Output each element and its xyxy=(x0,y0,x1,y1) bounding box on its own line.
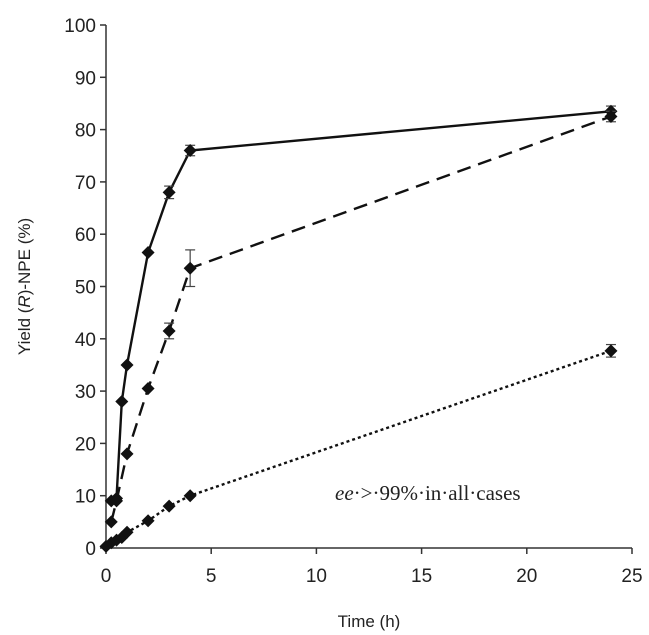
data-point xyxy=(162,185,176,199)
data-point xyxy=(104,515,118,529)
y-axis-title-part1: Yield ( xyxy=(15,307,34,355)
y-axis-title: Yield (R)-NPE (%) xyxy=(15,218,34,355)
axes: 0 10 20 30 40 50 60 70 80 90 100 0 5 10 15 20 25 xyxy=(64,16,642,587)
y-tick-label-100: 100 xyxy=(64,16,96,37)
data-point xyxy=(162,499,176,513)
x-tick-label-25: 25 xyxy=(621,566,642,587)
series-line-solid xyxy=(110,110,612,502)
x-tick-label-5: 5 xyxy=(206,566,217,587)
annotation-ee: ee·>·99%·in·all·cases xyxy=(335,481,521,505)
y-tick-label-20: 20 xyxy=(75,434,96,455)
series-group xyxy=(99,104,618,553)
x-tick-label-10: 10 xyxy=(306,566,327,587)
y-tick-label-80: 80 xyxy=(75,121,96,142)
y-tick-label-0: 0 xyxy=(85,539,96,560)
x-tick-label-15: 15 xyxy=(411,566,432,587)
x-tick-label-20: 20 xyxy=(516,566,537,587)
data-point xyxy=(604,344,618,358)
series-line-dotted xyxy=(105,349,612,548)
y-axis-title-italic: R xyxy=(15,295,34,307)
y-axis-title-part3: )-NPE (%) xyxy=(15,218,34,295)
data-point xyxy=(120,447,134,461)
x-tick-label-0: 0 xyxy=(101,566,112,587)
data-point xyxy=(183,489,197,503)
data-point xyxy=(183,144,197,158)
data-point xyxy=(120,525,134,539)
data-point xyxy=(183,261,197,275)
series-line-dashed xyxy=(110,115,612,523)
data-point xyxy=(141,514,155,528)
x-axis-title: Time (h) xyxy=(338,612,401,631)
annotation-italic: ee xyxy=(335,481,354,505)
y-tick-label-90: 90 xyxy=(75,68,96,89)
data-point xyxy=(110,494,124,508)
y-tick-label-50: 50 xyxy=(75,278,96,299)
y-tick-label-70: 70 xyxy=(75,173,96,194)
data-point xyxy=(141,246,155,260)
series-dashed xyxy=(104,110,618,529)
data-point xyxy=(162,324,176,338)
data-point xyxy=(141,381,155,395)
data-point xyxy=(115,395,129,409)
data-point xyxy=(120,358,134,372)
series-dotted xyxy=(99,343,618,553)
annotation-rest: ·>·99%·in·all·cases xyxy=(354,481,521,505)
series-solid xyxy=(104,104,618,508)
y-tick-label-30: 30 xyxy=(75,382,96,403)
y-tick-label-40: 40 xyxy=(75,330,96,351)
y-tick-label-10: 10 xyxy=(75,487,96,508)
data-point xyxy=(604,110,618,124)
y-tick-label-60: 60 xyxy=(75,225,96,246)
